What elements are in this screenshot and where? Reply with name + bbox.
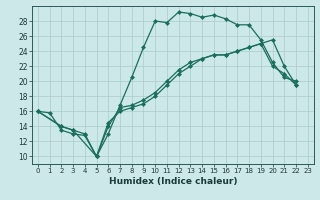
X-axis label: Humidex (Indice chaleur): Humidex (Indice chaleur)	[108, 177, 237, 186]
